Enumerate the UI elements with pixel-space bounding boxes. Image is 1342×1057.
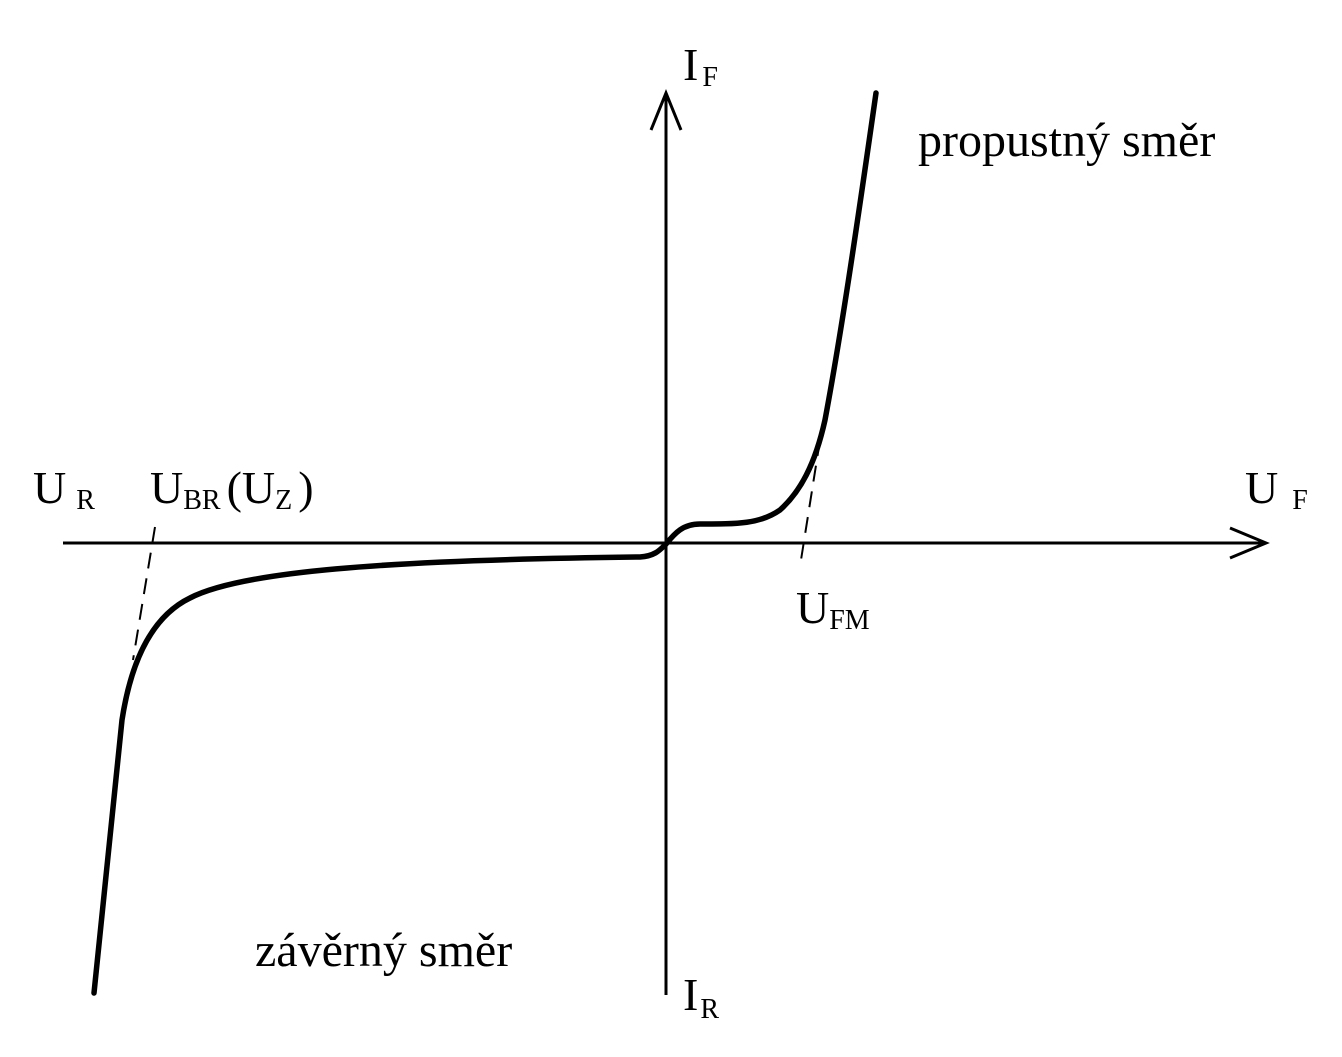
breakdown-voltage-label: UBR (UZ) [150,462,314,516]
u-axis-arrowhead [1229,526,1270,560]
ir-axis-label: IR [683,969,719,1025]
i-axis-arrowhead [649,89,683,131]
threshold-voltage-label: UFM [796,582,870,636]
reverse-direction-caption: závěrný směr [255,924,512,977]
forward-direction-caption: propustný směr [918,114,1215,167]
breakdown-tangent-dashed [132,526,156,661]
threshold-tangent-dashed [800,439,821,561]
diode-characteristic-curve [91,90,879,996]
